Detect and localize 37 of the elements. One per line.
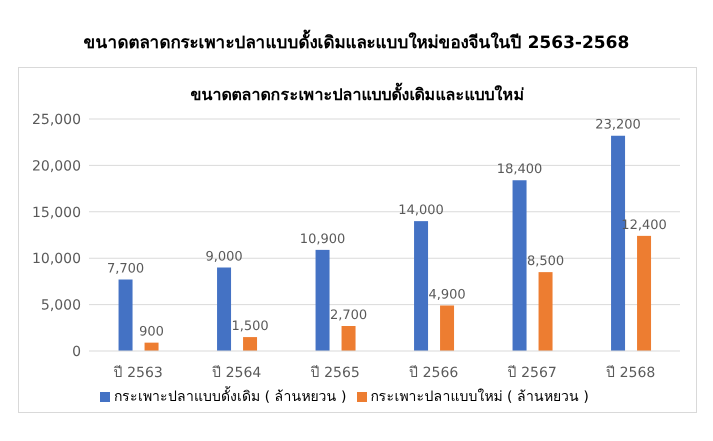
x-tick-label: ปี 2567 (508, 364, 557, 381)
y-tick-label: 5,000 (40, 298, 81, 314)
y-tick-label: 25,000 (32, 112, 81, 128)
data-label: 2,700 (330, 308, 368, 323)
data-label: 8,500 (526, 254, 564, 270)
legend-label: กระเพาะปลาแบบใหม่ ( ล้านหยวน ) (370, 389, 589, 405)
bar (144, 342, 159, 351)
x-tick-label: ปี 2566 (409, 364, 458, 381)
x-tick-label: ปี 2563 (114, 364, 163, 381)
y-tick-label: 15,000 (32, 204, 81, 221)
y-tick-label: 20,000 (32, 158, 81, 174)
bar (342, 326, 356, 351)
bar (538, 272, 553, 351)
data-label: 10,900 (300, 232, 346, 247)
bar (118, 280, 133, 351)
bar (512, 180, 527, 351)
bar (217, 267, 232, 351)
bar (243, 337, 258, 351)
data-label: 900 (139, 324, 164, 340)
y-tick-label: 0 (72, 344, 81, 360)
bar (637, 236, 652, 351)
data-label: 4,900 (428, 288, 466, 303)
bar (414, 221, 428, 351)
data-label: 7,700 (106, 262, 144, 277)
chart-title: ขนาดตลาดกระเพาะปลาแบบดั้งเดิมและแบบใหม่ของจีนในปี 2563-2568 (82, 28, 630, 55)
data-label: 18,400 (496, 162, 542, 178)
bar (440, 306, 454, 351)
data-label: 1,500 (231, 319, 269, 334)
data-label: 23,200 (595, 118, 641, 133)
chart-subtitle: ขนาดตลาดกระเพาะปลาแบบดั้งเดิมและแบบใหม่ (190, 82, 526, 106)
bar (316, 250, 330, 351)
x-tick-label: ปี 2564 (212, 364, 262, 381)
x-tick-label: ปี 2568 (606, 364, 656, 381)
y-tick-label: 10,000 (32, 251, 81, 268)
data-label: 9,000 (205, 249, 243, 264)
data-label: 14,000 (398, 203, 444, 218)
x-tick-label: ปี 2565 (310, 364, 360, 381)
